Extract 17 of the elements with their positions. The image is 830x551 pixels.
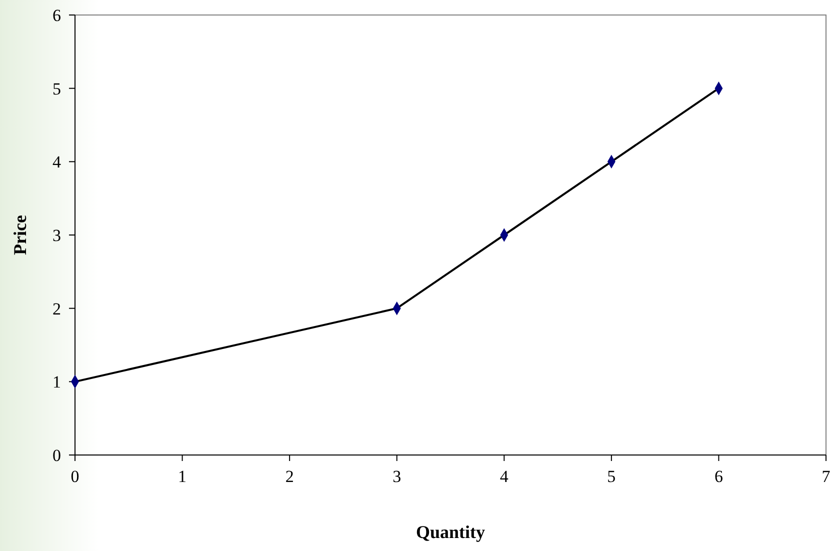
x-tick-label: 1 bbox=[178, 467, 187, 486]
x-tick-label: 0 bbox=[70, 467, 80, 486]
x-tick-label: 5 bbox=[607, 467, 616, 486]
y-tick-label: 5 bbox=[52, 79, 61, 98]
y-tick-label: 2 bbox=[52, 299, 61, 318]
x-tick-label: 7 bbox=[822, 467, 830, 486]
y-tick-label: 0 bbox=[52, 446, 61, 465]
y-axis-title: Price bbox=[10, 215, 30, 255]
y-tick-label: 3 bbox=[52, 226, 61, 245]
y-tick-label: 4 bbox=[52, 152, 62, 172]
x-axis-title: Quantity bbox=[416, 522, 486, 542]
y-tick-label: 6 bbox=[52, 6, 61, 25]
y-tick-label: 1 bbox=[52, 372, 61, 392]
x-tick-label: 4 bbox=[500, 467, 509, 486]
x-tick-label: 3 bbox=[392, 467, 402, 486]
x-tick-label: 2 bbox=[285, 467, 294, 486]
x-tick-label: 6 bbox=[714, 467, 723, 486]
